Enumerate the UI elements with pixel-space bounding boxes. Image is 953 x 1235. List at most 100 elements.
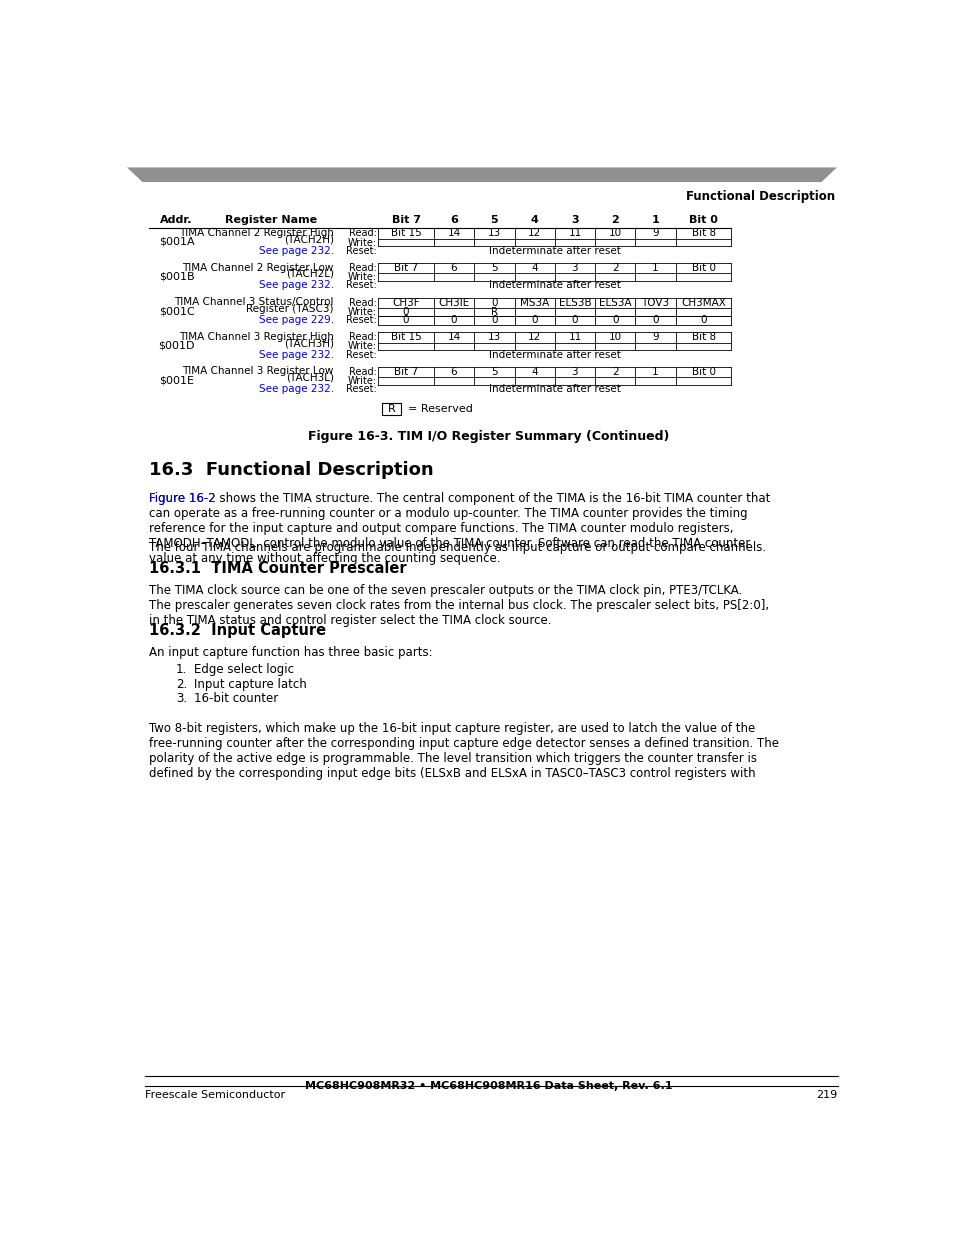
Polygon shape [127, 168, 836, 182]
Text: 2.: 2. [175, 678, 187, 690]
Text: Read:: Read: [348, 263, 376, 273]
Text: 0: 0 [402, 315, 409, 325]
Text: 0: 0 [402, 306, 409, 317]
Text: An input capture function has three basic parts:: An input capture function has three basi… [149, 646, 432, 659]
Text: 9: 9 [652, 228, 659, 238]
Text: TIMA Channel 2 Register Low: TIMA Channel 2 Register Low [182, 263, 334, 273]
Text: (TACH2H): (TACH2H) [284, 235, 334, 245]
Text: $001C: $001C [158, 306, 194, 316]
Text: 4: 4 [531, 367, 537, 377]
Text: 16.3  Functional Description: 16.3 Functional Description [149, 461, 433, 479]
Text: ELS3B: ELS3B [558, 298, 591, 308]
Text: 3: 3 [571, 367, 578, 377]
Text: 13: 13 [487, 332, 500, 342]
Text: 14: 14 [447, 332, 460, 342]
Text: TOV3: TOV3 [640, 298, 669, 308]
Text: See page 232.: See page 232. [258, 280, 334, 290]
Text: 5: 5 [490, 215, 497, 225]
Text: Indeterminate after reset: Indeterminate after reset [488, 350, 620, 359]
Text: Read:: Read: [348, 298, 376, 308]
Text: 13: 13 [487, 228, 500, 238]
Text: MS3A: MS3A [519, 298, 549, 308]
Text: CH3MAX: CH3MAX [680, 298, 725, 308]
Text: Reset:: Reset: [345, 280, 376, 290]
Text: Bit 8: Bit 8 [691, 332, 715, 342]
Text: 1: 1 [652, 367, 659, 377]
Text: CH3F: CH3F [392, 298, 419, 308]
Text: 6: 6 [450, 263, 456, 273]
Text: Freescale Semiconductor: Freescale Semiconductor [145, 1091, 285, 1100]
Text: Write:: Write: [347, 341, 376, 352]
Text: MC68HC908MR32 • MC68HC908MR16 Data Sheet, Rev. 6.1: MC68HC908MR32 • MC68HC908MR16 Data Sheet… [305, 1082, 672, 1092]
Text: $001A: $001A [158, 237, 194, 247]
Text: Reset:: Reset: [345, 246, 376, 256]
Text: (TACH3L): (TACH3L) [286, 373, 334, 383]
Text: 12: 12 [527, 228, 540, 238]
Text: 11: 11 [568, 332, 581, 342]
Text: Read:: Read: [348, 332, 376, 342]
Text: 4: 4 [530, 215, 538, 225]
Text: Bit 15: Bit 15 [390, 228, 421, 238]
Text: Bit 0: Bit 0 [688, 215, 718, 225]
Text: TIMA Channel 2 Register High: TIMA Channel 2 Register High [179, 228, 334, 238]
Text: R: R [490, 306, 497, 317]
Text: The TIMA clock source can be one of the seven prescaler outputs or the TIMA cloc: The TIMA clock source can be one of the … [149, 584, 768, 627]
Text: Bit 7: Bit 7 [391, 215, 420, 225]
Text: 16.3.2  Input Capture: 16.3.2 Input Capture [149, 622, 326, 638]
Text: Write:: Write: [347, 306, 376, 317]
Text: 11: 11 [568, 228, 581, 238]
Text: Reset:: Reset: [345, 350, 376, 359]
Text: 14: 14 [447, 228, 460, 238]
Text: 0: 0 [491, 315, 497, 325]
Text: 4: 4 [531, 263, 537, 273]
Text: 5: 5 [491, 263, 497, 273]
Text: Register Name: Register Name [225, 215, 317, 225]
Text: 219: 219 [816, 1091, 837, 1100]
Text: 16-bit counter: 16-bit counter [193, 692, 277, 705]
Text: 3: 3 [571, 263, 578, 273]
Text: Addr.: Addr. [160, 215, 193, 225]
Text: 0: 0 [491, 298, 497, 308]
Text: Write:: Write: [347, 272, 376, 282]
Text: 0: 0 [451, 315, 456, 325]
Text: 2: 2 [611, 367, 618, 377]
Text: TIMA Channel 3 Status/Control: TIMA Channel 3 Status/Control [174, 298, 334, 308]
Text: Two 8-bit registers, which make up the 16-bit input capture register, are used t: Two 8-bit registers, which make up the 1… [149, 722, 778, 781]
Text: Bit 0: Bit 0 [691, 263, 715, 273]
Text: See page 232.: See page 232. [258, 246, 334, 256]
Text: 9: 9 [652, 332, 659, 342]
Text: Indeterminate after reset: Indeterminate after reset [488, 246, 620, 256]
FancyBboxPatch shape [381, 403, 401, 415]
Text: See page 229.: See page 229. [258, 315, 334, 325]
Text: Read:: Read: [348, 367, 376, 377]
Text: = Reserved: = Reserved [408, 404, 473, 414]
Text: 16.3.1  TIMA Counter Prescaler: 16.3.1 TIMA Counter Prescaler [149, 561, 406, 577]
Text: (TACH3H): (TACH3H) [284, 338, 334, 348]
Text: 0: 0 [700, 315, 706, 325]
Text: 3: 3 [571, 215, 578, 225]
Text: Bit 7: Bit 7 [394, 263, 417, 273]
Text: Register (TASC3): Register (TASC3) [246, 304, 334, 314]
Text: 0: 0 [652, 315, 659, 325]
Text: Bit 0: Bit 0 [691, 367, 715, 377]
Text: TIMA Channel 3 Register High: TIMA Channel 3 Register High [179, 332, 334, 342]
Text: 5: 5 [491, 367, 497, 377]
Text: 1: 1 [651, 215, 659, 225]
Text: ELS3A: ELS3A [598, 298, 631, 308]
Text: 6: 6 [450, 215, 457, 225]
Text: Reset:: Reset: [345, 315, 376, 325]
Text: Write:: Write: [347, 377, 376, 387]
Text: Input capture latch: Input capture latch [193, 678, 306, 690]
Text: Figure 16-3. TIM I/O Register Summary (Continued): Figure 16-3. TIM I/O Register Summary (C… [308, 431, 669, 443]
Text: Figure 16-2 shows the TIMA structure. The central component of the TIMA is the 1: Figure 16-2 shows the TIMA structure. Th… [149, 492, 769, 564]
Text: 0: 0 [531, 315, 537, 325]
Text: Bit 8: Bit 8 [691, 228, 715, 238]
Text: 2: 2 [611, 263, 618, 273]
Text: Bit 15: Bit 15 [390, 332, 421, 342]
Text: 2: 2 [611, 215, 618, 225]
Text: Write:: Write: [347, 237, 376, 247]
Text: Functional Description: Functional Description [685, 190, 835, 203]
Text: Indeterminate after reset: Indeterminate after reset [488, 280, 620, 290]
Text: R: R [387, 404, 395, 414]
Text: 10: 10 [608, 332, 621, 342]
